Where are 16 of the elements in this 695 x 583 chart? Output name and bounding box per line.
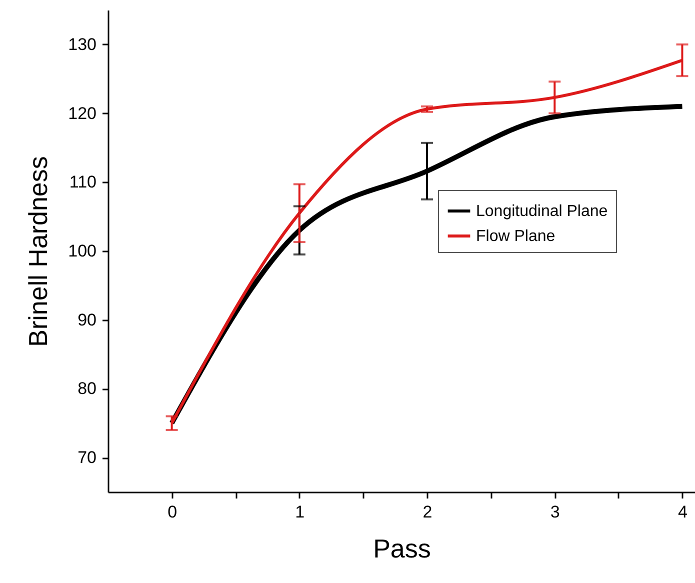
y-axis-title: Brinell Hardness xyxy=(23,156,54,347)
legend-label: Flow Plane xyxy=(476,228,556,245)
x-axis-title: Pass xyxy=(373,534,431,564)
y-tick-label: 70 xyxy=(78,448,96,468)
y-tick-label: 90 xyxy=(78,310,96,330)
x-tick-label: 1 xyxy=(295,502,305,522)
x-tick-label: 4 xyxy=(678,502,688,522)
y-tick-label: 100 xyxy=(68,242,96,260)
legend-label: Longitudinal Plane xyxy=(476,203,608,220)
x-tick-label: 3 xyxy=(550,502,560,522)
y-tick-label: 130 xyxy=(68,34,96,54)
x-tick-label: 2 xyxy=(422,502,432,522)
y-tick-label: 110 xyxy=(69,172,96,192)
y-tick-label: 80 xyxy=(78,379,96,398)
x-tick-label: 0 xyxy=(168,502,178,522)
y-tick-label: 120 xyxy=(68,104,96,123)
